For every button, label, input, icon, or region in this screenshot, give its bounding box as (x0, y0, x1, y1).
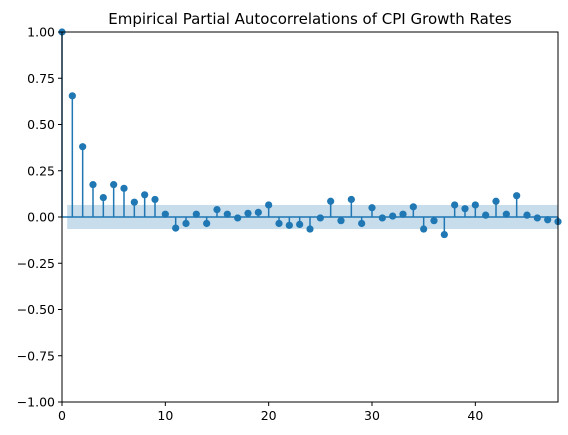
pacf-point (461, 205, 469, 213)
pacf-point (141, 191, 149, 199)
pacf-point (254, 208, 262, 216)
pacf-point (110, 181, 118, 189)
pacf-point (368, 204, 376, 212)
pacf-point (213, 206, 221, 214)
pacf-point (192, 210, 200, 218)
pacf-point (172, 224, 180, 232)
pacf-point (440, 230, 448, 239)
pacf-point (265, 201, 273, 209)
pacf-point (337, 217, 345, 225)
pacf-point (513, 192, 521, 200)
y-tick-label: 0.50 (27, 117, 55, 132)
pacf-point (430, 217, 438, 225)
pacf-point (523, 211, 531, 219)
pacf-point (244, 209, 252, 217)
pacf-point (130, 198, 138, 206)
pacf-point (471, 201, 479, 209)
x-tick-label: 30 (364, 408, 380, 423)
pacf-point (533, 214, 541, 222)
pacf-point (327, 197, 335, 205)
y-tick-label: −0.50 (17, 302, 55, 317)
pacf-point (161, 210, 169, 218)
pacf-point (482, 211, 490, 219)
y-tick-label: −0.75 (17, 348, 55, 363)
y-tick-label: −1.00 (17, 395, 55, 410)
x-tick-label: 0 (58, 408, 66, 423)
x-tick-label: 40 (467, 408, 483, 423)
pacf-point (223, 210, 231, 218)
y-tick-label: 1.00 (27, 25, 55, 40)
pacf-point (79, 143, 87, 151)
pacf-point (502, 210, 510, 218)
pacf-point (89, 181, 97, 189)
chart-title: Empirical Partial Autocorrelations of CP… (108, 10, 512, 28)
pacf-point (347, 195, 355, 204)
pacf-point (378, 214, 386, 222)
pacf-point (275, 219, 283, 228)
y-tick-label: 0.25 (27, 163, 55, 178)
pacf-point (409, 203, 417, 211)
pacf-point (451, 201, 459, 209)
x-tick-label: 20 (261, 408, 277, 423)
pacf-point (358, 219, 366, 228)
pacf-point (296, 220, 304, 228)
y-tick-label: 0.75 (27, 71, 55, 86)
pacf-point (492, 197, 500, 205)
pacf-point (306, 225, 314, 233)
pacf-point (120, 184, 128, 192)
pacf-point (316, 214, 324, 222)
pacf-point (68, 92, 76, 100)
pacf-point (420, 225, 428, 233)
pacf-point (151, 195, 159, 204)
pacf-point (285, 221, 293, 229)
pacf-point (234, 214, 242, 222)
pacf-point (389, 212, 397, 220)
y-tick-label: −0.25 (17, 256, 55, 271)
pacf-point (544, 216, 552, 224)
pacf-point (399, 210, 407, 218)
pacf-point (99, 193, 107, 202)
y-tick-label: 0.00 (27, 210, 55, 225)
x-tick-label: 10 (157, 408, 173, 423)
pacf-point (182, 219, 190, 228)
pacf-point (203, 219, 211, 228)
